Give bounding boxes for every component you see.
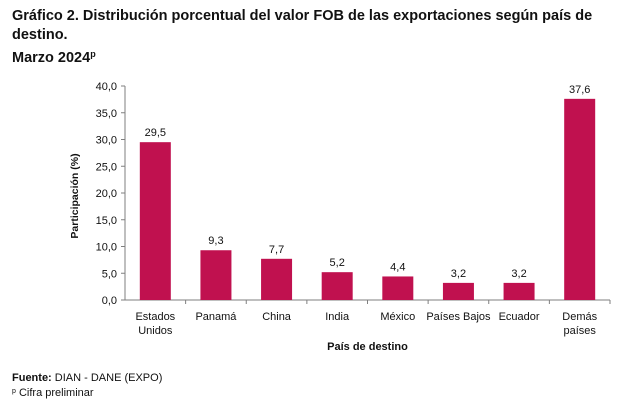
bar xyxy=(503,282,535,300)
data-label: 3,2 xyxy=(511,268,526,280)
note-line: p Cifra preliminar xyxy=(12,385,162,400)
y-tick-label: 5,0 xyxy=(102,268,117,280)
y-tick-label: 0,0 xyxy=(102,295,117,307)
data-label: 9,3 xyxy=(208,235,223,247)
chart-footer: Fuente: DIAN - DANE (EXPO) p Cifra preli… xyxy=(12,371,162,400)
data-label: 5,2 xyxy=(330,257,345,269)
source-line: Fuente: DIAN - DANE (EXPO) xyxy=(12,371,162,385)
x-tick-label: Estados Unidos xyxy=(135,311,175,337)
y-tick-label: 15,0 xyxy=(96,215,117,227)
x-tick-label: China xyxy=(262,311,292,323)
chart-title-line2: Marzo 2024 xyxy=(12,50,91,66)
data-label: 29,5 xyxy=(145,127,166,139)
data-label: 3,2 xyxy=(451,268,466,280)
data-label: 4,4 xyxy=(390,261,405,273)
x-tick-label: Demás países xyxy=(562,311,597,337)
x-tick-label: Panamá xyxy=(195,311,237,323)
x-tick-label: India xyxy=(325,311,350,323)
note-text: Cifra preliminar xyxy=(18,387,94,399)
y-tick-label: 20,0 xyxy=(96,188,117,200)
y-tick-label: 10,0 xyxy=(96,242,117,254)
preliminary-superscript: p xyxy=(90,49,96,59)
y-tick-label: 25,0 xyxy=(96,161,117,173)
bar xyxy=(200,250,232,300)
x-tick-label: México xyxy=(380,311,415,323)
chart-title: Gráfico 2. Distribución porcentual del v… xyxy=(12,7,632,68)
y-tick-label: 30,0 xyxy=(96,135,117,147)
x-tick-label: Países Bajos xyxy=(426,311,491,323)
source-text: DIAN - DANE (EXPO) xyxy=(54,372,163,384)
bar xyxy=(442,282,474,300)
y-axis-title: Participación (%) xyxy=(69,153,81,238)
x-axis-title: País de destino xyxy=(327,341,408,353)
chart-title-line1: Gráfico 2. Distribución porcentual del v… xyxy=(12,8,593,43)
bar xyxy=(382,276,414,300)
data-label: 37,6 xyxy=(569,84,590,96)
y-tick-label: 40,0 xyxy=(96,81,117,93)
note-mark: p xyxy=(12,388,16,395)
y-tick-label: 35,0 xyxy=(96,108,117,120)
bar xyxy=(321,272,353,300)
bar xyxy=(261,258,293,300)
bar xyxy=(564,98,596,300)
data-label: 7,7 xyxy=(269,244,284,256)
bar xyxy=(139,142,171,300)
source-label: Fuente: xyxy=(12,372,52,384)
x-tick-label: Ecuador xyxy=(499,311,540,323)
